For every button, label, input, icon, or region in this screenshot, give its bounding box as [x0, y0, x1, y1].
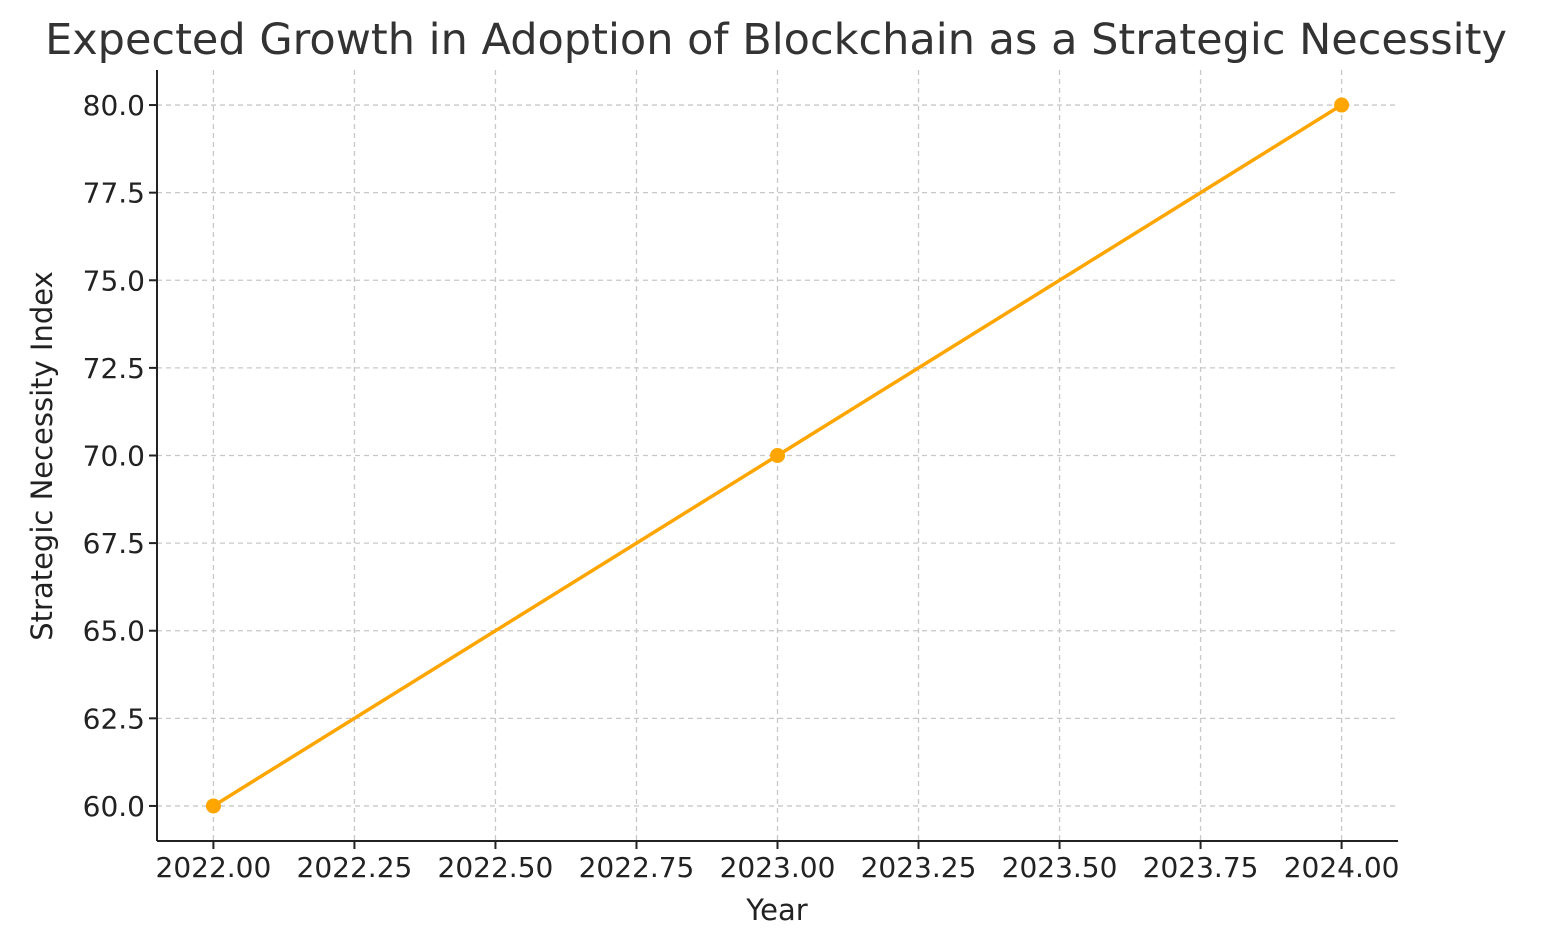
grid: [157, 70, 1398, 841]
y-axis-label: Strategic Necessity Index: [25, 271, 59, 641]
x-axis-label: Year: [745, 893, 807, 927]
x-tick-label: 2023.50: [1002, 851, 1118, 884]
data-point: [205, 798, 221, 814]
tick-labels: 2022.00 2022.25 2022.50 2022.75 2023.00 2023.…: [83, 89, 1400, 884]
x-tick-label: 2023.25: [861, 851, 977, 884]
x-tick-label: 2023.75: [1143, 851, 1259, 884]
y-tick-label: 80.0: [83, 89, 145, 122]
y-tick-label: 75.0: [83, 264, 145, 297]
y-tick-label: 60.0: [83, 790, 145, 823]
y-tick-label: 77.5: [83, 177, 145, 210]
x-tick-label: 2024.00: [1284, 851, 1400, 884]
y-tick-label: 65.0: [83, 615, 145, 648]
data-point: [1334, 97, 1350, 113]
y-tick-label: 67.5: [83, 527, 145, 560]
x-tick-label: 2022.00: [156, 851, 272, 884]
data-point: [770, 448, 785, 463]
y-tick-label: 70.0: [83, 440, 145, 473]
chart-title: Expected Growth in Adoption of Blockchai…: [45, 15, 1507, 65]
x-tick-label: 2022.25: [297, 851, 413, 884]
x-tick-label: 2023.00: [720, 851, 836, 884]
x-tick-label: 2022.75: [579, 851, 695, 884]
x-tick-label: 2022.50: [438, 851, 554, 884]
series-group: [205, 97, 1350, 814]
y-tick-label: 72.5: [83, 352, 145, 385]
axes: [149, 70, 1398, 849]
y-tick-label: 62.5: [83, 702, 145, 735]
